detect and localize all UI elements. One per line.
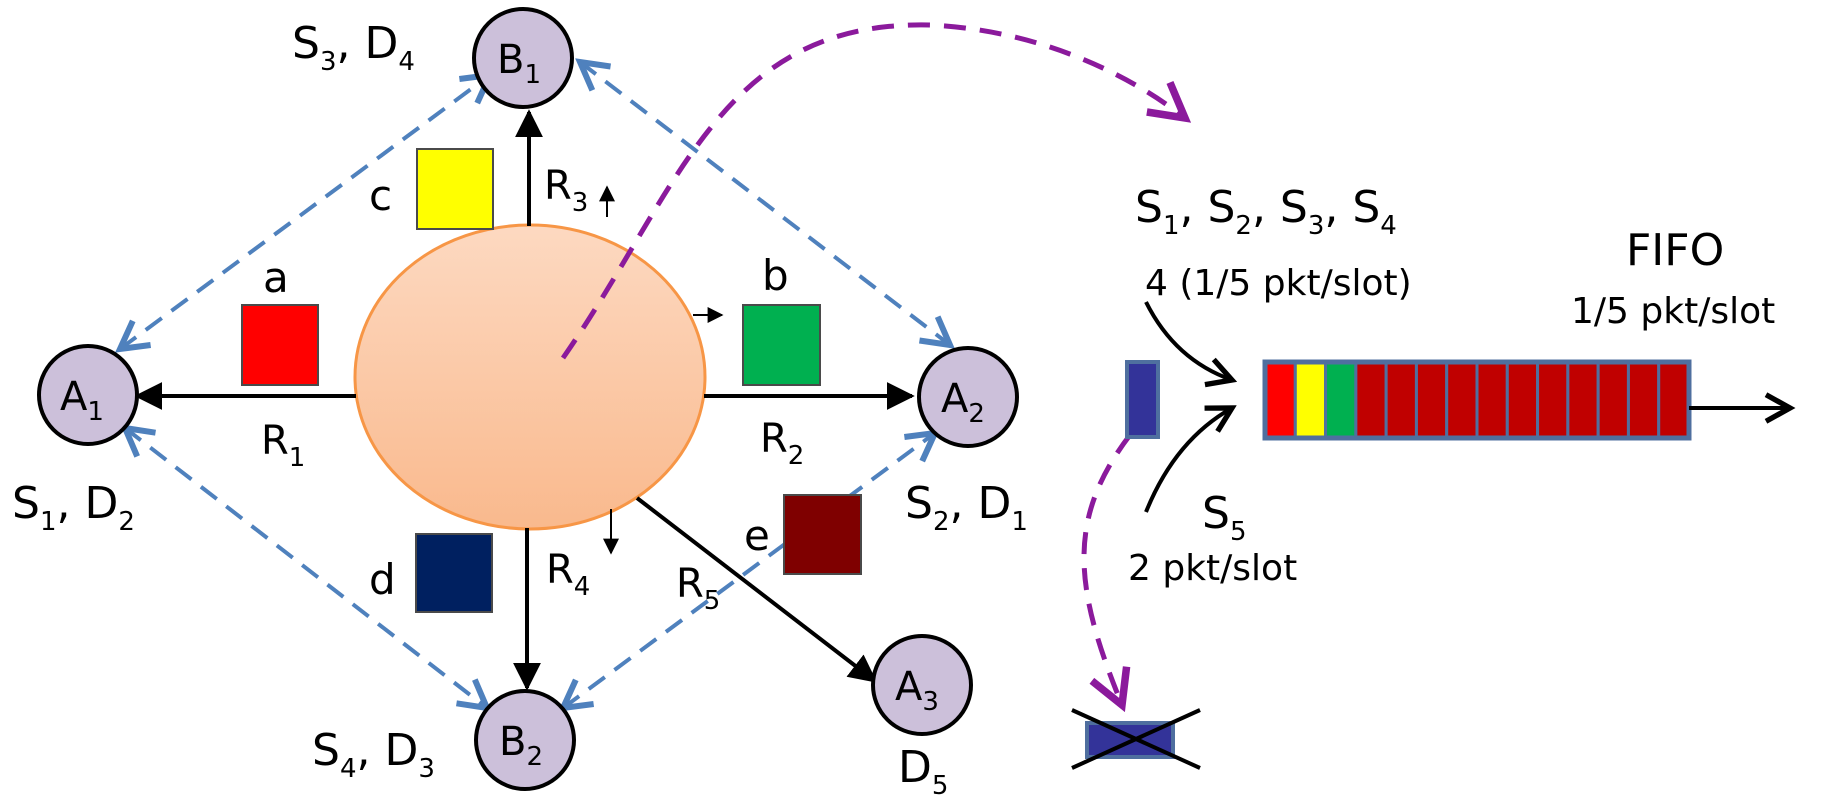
fifo-output-rate: 1/5 pkt/slot [1571, 291, 1775, 332]
svg-text:A2: A2 [941, 376, 985, 429]
dashed-link-b2-a2 [563, 433, 935, 708]
node-a2: A2 [917, 346, 1019, 448]
packet-d [415, 533, 493, 613]
small-arrows [599, 185, 724, 555]
queue-cell [1626, 360, 1661, 440]
packet-a [241, 304, 319, 386]
packet-c [416, 148, 494, 230]
packet-e-label: e [744, 511, 770, 560]
a3-annotation: D5 [898, 742, 948, 801]
b2-annotation: S4, D3 [312, 725, 435, 784]
packet-a-label: a [263, 253, 289, 302]
s5-label: S5 [1202, 488, 1246, 547]
packet-e [783, 494, 862, 575]
nodes: A1 A2 A3 B1 B2 [37, 7, 1019, 791]
b1-annotation: S3, D4 [292, 18, 415, 77]
incoming-arrow-s1-s4 [1144, 301, 1232, 380]
central-router [353, 223, 707, 531]
purple-dashed-arc-top [560, 22, 1185, 360]
queue-cell [1324, 360, 1358, 440]
dropped-packet [1071, 708, 1201, 770]
queue-cell [1445, 360, 1479, 440]
fifo-queue-panel: S1, S2, S3, S4 4 (1/5 pkt/slot) FIFO 1/5… [1071, 182, 1790, 770]
dashed-link-a1-b1 [120, 75, 490, 349]
queue-cell [1384, 360, 1418, 440]
svg-text:B1: B1 [497, 37, 541, 90]
queue-cell [1536, 360, 1570, 440]
solid-links [134, 109, 915, 691]
dashed-blue-links [120, 62, 950, 708]
queue-cell [1293, 360, 1328, 440]
s5-rate: 2 pkt/slot [1128, 548, 1297, 589]
node-b2: B2 [474, 689, 576, 791]
queue-cells [1263, 360, 1691, 440]
svg-text:B2: B2 [499, 719, 543, 772]
fifo-title: FIFO [1626, 225, 1724, 276]
queue-cell [1505, 360, 1540, 440]
dashed-link-b1-a2 [580, 62, 950, 345]
queue-input-rate: 4 (1/5 pkt/slot) [1145, 263, 1412, 304]
queue-cell [1596, 360, 1630, 440]
queue-sources-label: S1, S2, S3, S4 [1135, 182, 1397, 241]
incoming-arrow-s5 [1144, 408, 1232, 513]
queue-cell [1475, 360, 1509, 440]
link-label-r4: R4 [546, 547, 590, 602]
queue-cell [1354, 360, 1388, 440]
svg-text:A3: A3 [895, 664, 939, 717]
link-label-r3: R3 [544, 163, 588, 218]
link-label-r5: R5 [676, 561, 720, 616]
link-label-r2: R2 [760, 416, 804, 471]
dashed-link-a1-b2 [125, 428, 487, 708]
arriving-packet [1125, 360, 1160, 439]
packets: a b c d e [241, 148, 862, 613]
node-b1: B1 [472, 7, 574, 109]
queue-cell [1657, 360, 1691, 440]
link-label-r1: R1 [261, 418, 305, 473]
svg-text:A1: A1 [60, 374, 104, 427]
packet-d-label: d [369, 555, 396, 604]
queue-cell [1566, 360, 1600, 440]
a2-annotation: S2, D1 [905, 478, 1028, 537]
queue-cell [1414, 360, 1449, 440]
queue-cell [1263, 360, 1297, 440]
packet-b [742, 304, 821, 386]
purple-dashed-arc-drop [1081, 433, 1132, 705]
link-labels: R1 R2 R3 R4 R5 [261, 163, 804, 616]
packet-c-label: c [369, 171, 392, 220]
node-a1: A1 [37, 344, 139, 446]
packet-b-label: b [762, 251, 789, 300]
drop-cross-2 [1071, 708, 1201, 770]
node-annotations: S1, D2 S2, D1 S3, D4 S4, D3 D5 [12, 18, 1028, 801]
a1-annotation: S1, D2 [12, 478, 135, 537]
node-a3: A3 [871, 634, 973, 736]
queue-border [1262, 359, 1692, 441]
link-r5 [635, 496, 878, 683]
